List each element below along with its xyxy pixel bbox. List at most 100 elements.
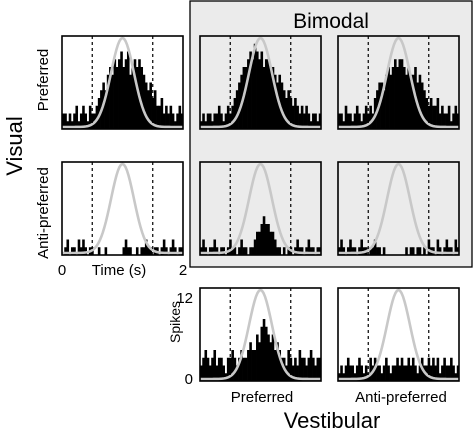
histogram-bar	[454, 239, 458, 255]
histogram-bar	[316, 357, 320, 381]
histogram-bar	[220, 113, 223, 129]
histogram-bar	[251, 247, 255, 255]
histogram-bar	[418, 247, 422, 255]
histogram-bar	[387, 67, 390, 129]
histogram-bar	[316, 247, 320, 255]
histogram-bar	[294, 98, 297, 129]
histogram-bar	[447, 247, 451, 255]
histogram-bar	[73, 247, 76, 255]
histogram-bar	[373, 239, 377, 255]
histogram-bar	[409, 247, 413, 255]
histogram-bar	[151, 98, 155, 129]
histogram-bar	[215, 247, 219, 255]
histogram-bar	[256, 231, 259, 255]
histogram-bar	[244, 67, 248, 129]
histogram-bar	[231, 105, 234, 129]
histogram-bar	[242, 247, 246, 255]
histogram-bar	[400, 357, 404, 381]
histogram-bar	[300, 105, 304, 129]
histogram-bar	[211, 121, 214, 129]
histogram-bar	[353, 373, 357, 381]
histogram-bar	[124, 239, 128, 255]
histogram-bar	[174, 121, 177, 129]
histogram-bar	[262, 216, 266, 255]
histogram-bar	[307, 357, 311, 381]
histogram-bar	[180, 113, 184, 129]
histogram-bar	[144, 82, 148, 129]
histogram-bar	[238, 247, 241, 255]
histogram-bar	[402, 67, 406, 129]
stimulus-profile-curve	[338, 288, 459, 381]
histogram-bar	[298, 247, 302, 255]
histogram-bar	[124, 59, 128, 129]
histogram-bar	[104, 247, 108, 255]
histogram-bar	[215, 365, 219, 381]
histogram-bar	[396, 357, 399, 381]
histogram-bar	[79, 113, 83, 129]
panel-frame	[199, 161, 322, 256]
histogram-bar	[276, 82, 279, 129]
histogram-bar	[309, 247, 313, 255]
histogram-bar	[242, 357, 246, 381]
histogram-bar	[115, 67, 119, 129]
histogram-bar	[264, 326, 268, 381]
histogram-bar	[271, 67, 275, 129]
histogram-bar	[391, 67, 395, 129]
histogram-bar	[258, 231, 261, 255]
bimodal-title: Bimodal	[293, 10, 369, 33]
histogram-bar	[456, 365, 460, 381]
histogram-bar	[287, 90, 290, 129]
histogram-bar	[200, 365, 203, 381]
histogram-bar	[296, 239, 299, 255]
histogram-bar	[380, 82, 384, 129]
histogram-bar	[204, 247, 208, 255]
histogram-bar	[200, 121, 203, 129]
histogram-bar	[264, 224, 268, 255]
stimulus-profile-curve	[200, 36, 321, 129]
histogram-bar	[140, 247, 144, 255]
histogram-bar	[129, 247, 132, 255]
histogram-bar	[303, 113, 306, 129]
histogram-bar	[294, 357, 297, 381]
histogram-bar	[378, 365, 381, 381]
histogram-bar	[351, 247, 355, 255]
histogram-bar	[84, 113, 87, 129]
histogram-bar	[260, 51, 264, 129]
histogram-bar	[126, 247, 130, 255]
histogram-bar	[456, 247, 460, 255]
histogram-bar	[349, 113, 352, 129]
histogram-bar	[405, 247, 408, 255]
histogram-bar	[285, 98, 288, 129]
histogram-bar	[276, 247, 279, 255]
histogram-bar	[264, 59, 268, 129]
histogram-bar	[358, 357, 361, 381]
histogram-bar	[298, 350, 302, 381]
histogram-bar	[314, 365, 317, 381]
histogram-bar	[398, 365, 402, 381]
panel-bimodal-pa	[337, 35, 460, 130]
histogram-bar	[378, 247, 381, 255]
histogram-bar	[249, 342, 252, 381]
histogram-bar	[454, 373, 458, 381]
histogram-bar	[411, 74, 415, 129]
histogram-bar	[206, 113, 210, 129]
histogram-bar	[344, 105, 348, 129]
histogram-bar	[211, 357, 214, 381]
histogram-bar	[133, 59, 137, 129]
histogram-bar	[180, 247, 184, 255]
histogram-bar	[267, 224, 270, 255]
histogram-bar	[165, 247, 168, 255]
histogram-bar	[427, 357, 431, 381]
histogram-bar	[436, 98, 440, 129]
histogram-bar	[416, 373, 420, 381]
histogram-bar	[450, 357, 453, 381]
histogram-bar	[174, 247, 177, 255]
histogram-bar	[147, 247, 150, 255]
histogram-bar	[249, 51, 252, 129]
histogram-bar	[158, 105, 161, 129]
histogram-bar	[167, 113, 170, 129]
row-label-preferred: Preferred	[35, 49, 52, 112]
histogram-bar	[309, 121, 313, 129]
histogram-bar	[262, 319, 266, 381]
